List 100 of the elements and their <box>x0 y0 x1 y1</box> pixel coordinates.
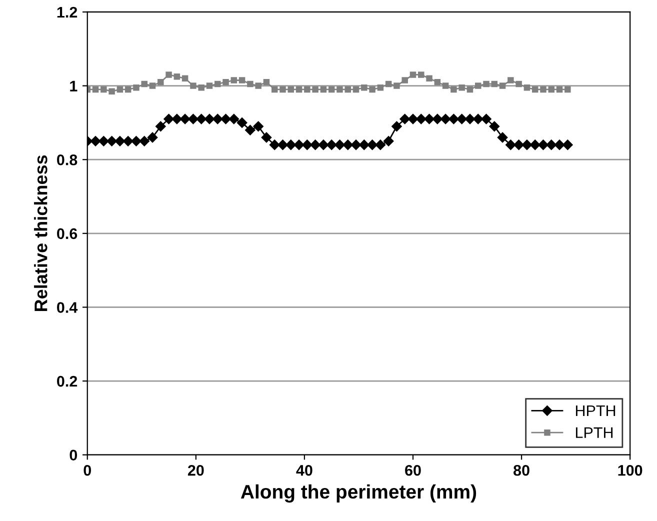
point <box>497 132 508 143</box>
point <box>394 82 400 89</box>
y-tick-label: 0.4 <box>57 302 78 313</box>
point <box>383 136 394 146</box>
point <box>230 77 238 84</box>
point <box>172 114 182 124</box>
point <box>204 114 215 124</box>
point <box>269 140 280 150</box>
point <box>522 140 532 150</box>
point <box>546 140 556 150</box>
point <box>350 140 362 150</box>
point <box>402 77 408 84</box>
point <box>491 80 498 88</box>
point <box>188 114 198 124</box>
point <box>344 86 351 93</box>
point <box>166 72 172 78</box>
point <box>342 140 353 150</box>
point <box>90 136 101 146</box>
point <box>131 136 142 146</box>
point <box>212 114 223 124</box>
point <box>508 77 514 84</box>
point <box>182 75 188 82</box>
point <box>98 136 109 146</box>
point <box>336 86 343 93</box>
point <box>442 82 449 89</box>
y-tick-label: 0.6 <box>57 228 78 240</box>
point <box>180 114 190 124</box>
point <box>139 136 150 146</box>
point <box>456 114 467 124</box>
x-tick-label: 40 <box>296 464 312 476</box>
point <box>458 84 465 91</box>
point <box>450 86 457 93</box>
point <box>108 88 115 94</box>
point <box>385 80 392 88</box>
point <box>196 114 206 124</box>
y-tick-label: 1.2 <box>57 6 78 18</box>
point <box>228 114 240 124</box>
point <box>164 114 174 124</box>
point <box>263 78 270 86</box>
y-tick-label: 0 <box>70 450 78 461</box>
point <box>434 78 441 86</box>
point <box>361 84 368 91</box>
point <box>174 73 180 80</box>
y-tick-label: 0.8 <box>57 154 78 166</box>
point <box>440 114 451 124</box>
y-tick-label: 0.2 <box>57 376 78 387</box>
point <box>238 77 246 84</box>
point <box>92 86 99 93</box>
point <box>147 132 158 143</box>
point <box>334 140 345 150</box>
point <box>516 80 522 88</box>
point <box>473 114 484 124</box>
point <box>141 80 148 88</box>
point <box>392 121 402 132</box>
point <box>418 72 424 78</box>
point <box>312 86 318 93</box>
point <box>474 82 482 89</box>
y-axis-title: Relative thickness <box>34 155 48 311</box>
point <box>375 140 386 150</box>
point <box>326 140 337 150</box>
point <box>483 80 490 88</box>
point <box>408 114 418 124</box>
point <box>410 72 416 78</box>
point <box>122 136 134 146</box>
point <box>114 136 126 146</box>
point <box>367 140 378 150</box>
point <box>400 114 410 124</box>
x-tick-label: 80 <box>514 464 530 476</box>
point <box>538 140 548 150</box>
point <box>294 140 304 150</box>
point <box>359 140 370 150</box>
point <box>190 82 196 89</box>
point <box>328 86 335 93</box>
point <box>278 140 288 150</box>
point <box>352 86 360 93</box>
point <box>214 80 221 88</box>
point <box>296 86 302 93</box>
point <box>206 82 213 89</box>
point <box>286 140 296 150</box>
x-tick-label: 60 <box>405 464 421 476</box>
x-tick-label: 20 <box>188 464 204 476</box>
point <box>432 114 443 124</box>
point <box>247 80 254 88</box>
point <box>514 140 524 150</box>
point <box>320 86 327 93</box>
point <box>506 140 516 150</box>
point <box>554 140 565 150</box>
point <box>530 140 540 150</box>
point <box>426 75 432 82</box>
point <box>156 121 166 132</box>
point <box>548 86 554 93</box>
point <box>304 86 310 93</box>
point <box>448 114 459 124</box>
point <box>377 84 384 91</box>
point <box>158 78 164 86</box>
y-tick-label: 1 <box>70 80 78 92</box>
point <box>280 86 286 93</box>
point <box>236 118 248 128</box>
point <box>253 121 264 132</box>
point <box>369 86 376 93</box>
